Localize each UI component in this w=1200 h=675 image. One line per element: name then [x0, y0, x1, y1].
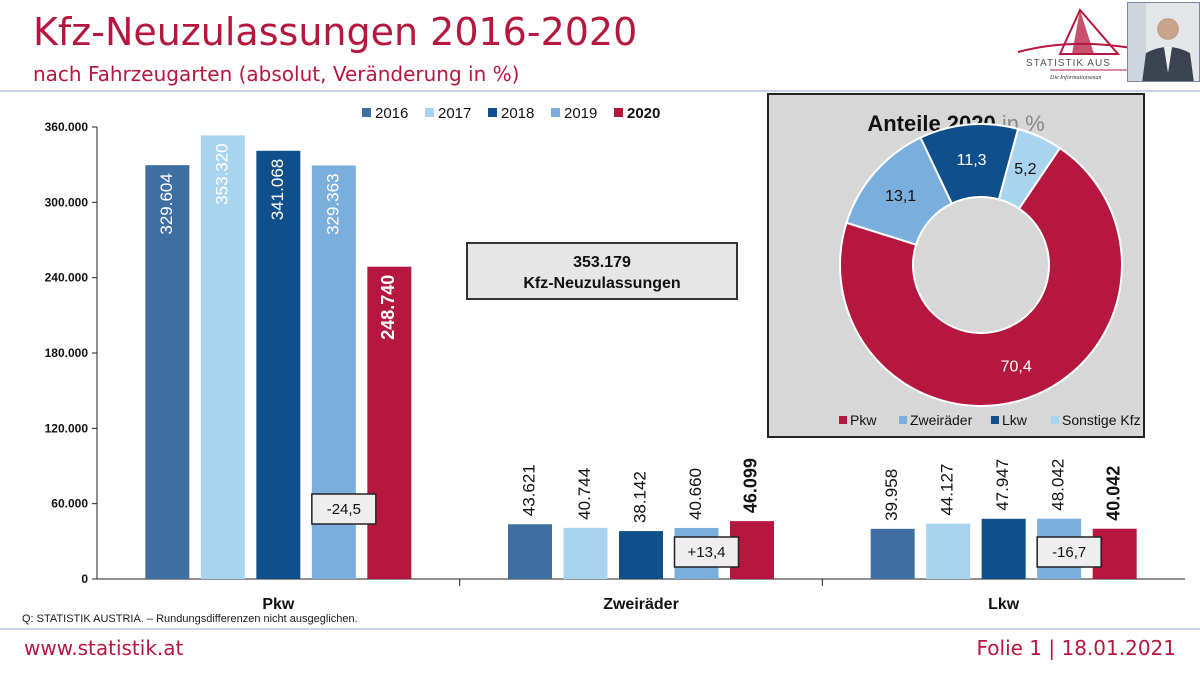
y-tick-label: 0	[81, 572, 88, 586]
legend-swatch	[362, 108, 371, 117]
donut-legend-label: Lkw	[1002, 412, 1028, 428]
bar-value-label: 38.142	[630, 471, 649, 523]
bar	[367, 266, 412, 579]
donut-legend-swatch	[1051, 416, 1059, 424]
total-label: Kfz-Neuzulassungen	[523, 275, 681, 292]
bar-value-label: 341.068	[268, 159, 287, 220]
bar-value-label: 48.042	[1049, 459, 1068, 511]
bar-value-label: 353.320	[212, 143, 231, 204]
category-label: Pkw	[262, 596, 295, 613]
bar	[256, 150, 301, 579]
total-value: 353.179	[573, 254, 631, 271]
bar-value-label: 329.363	[323, 173, 342, 234]
donut-legend-swatch	[899, 416, 907, 424]
donut-legend-label: Sonstige Kfz	[1062, 412, 1141, 428]
footer-url[interactable]: www.statistik.at	[24, 636, 184, 660]
legend-label: 2018	[501, 105, 534, 122]
donut-legend-label: Pkw	[850, 412, 877, 428]
bar-value-label: 44.127	[938, 464, 957, 516]
presenter-video-thumbnail	[1127, 2, 1200, 82]
donut-slice-label: 11,3	[957, 152, 987, 169]
bar	[870, 528, 915, 579]
y-tick-label: 300.000	[45, 195, 89, 209]
header-divider	[0, 90, 1200, 92]
bar-value-label: 39.958	[882, 469, 901, 521]
category-label: Zweiräder	[603, 596, 679, 613]
source-note: Q: STATISTIK AUSTRIA. – Rundungsdifferen…	[22, 613, 358, 625]
donut-slice-label: 5,2	[1014, 161, 1036, 178]
legend-label: 2017	[438, 105, 471, 122]
legend-label: 2016	[375, 105, 408, 122]
statistik-austria-logo: STATISTIK AUS Die Informationsman	[1017, 8, 1132, 81]
bar-value-label: 43.621	[519, 464, 538, 516]
bar	[145, 165, 190, 579]
legend-swatch	[614, 108, 623, 117]
legend-swatch	[551, 108, 560, 117]
logo-text: STATISTIK AUS	[1026, 58, 1111, 69]
slide-folio: Folie 1 | 18.01.2021	[976, 636, 1177, 660]
y-tick-label: 60.000	[51, 497, 88, 511]
bar	[981, 518, 1026, 579]
total-registrations-box: 353.179 Kfz-Neuzulassungen	[466, 242, 738, 300]
bar-value-label: 40.660	[686, 468, 705, 520]
donut-slice	[839, 146, 1123, 407]
change-label: -16,7	[1052, 544, 1086, 561]
category-label: Lkw	[988, 596, 1020, 613]
donut-slice	[997, 127, 1062, 211]
logo-tagline: Die Informationsman	[1049, 74, 1102, 81]
footer-divider	[0, 628, 1200, 630]
y-tick-label: 240.000	[45, 271, 89, 285]
donut-slice-label: 13,1	[885, 188, 916, 205]
change-label: -24,5	[327, 501, 361, 518]
change-label: +13,4	[688, 544, 726, 561]
legend-swatch	[488, 108, 497, 117]
donut-legend-swatch	[839, 416, 847, 424]
change-box	[673, 536, 740, 568]
change-box	[1036, 536, 1102, 568]
donut-slice-label: 70,4	[1001, 359, 1032, 376]
bar	[508, 524, 552, 579]
bar	[200, 135, 245, 579]
bar-value-label: 40.744	[575, 468, 594, 520]
slide-subtitle: nach Fahrzeugarten (absolut, Veränderung…	[33, 62, 520, 86]
bar-value-label: 46.099	[741, 458, 761, 513]
bar	[926, 523, 971, 579]
bar-value-label: 248.740	[378, 275, 398, 340]
legend-swatch	[425, 108, 434, 117]
bar	[563, 527, 608, 579]
bar-value-label: 40.042	[1103, 466, 1123, 521]
bar	[619, 531, 663, 579]
change-box	[311, 493, 377, 525]
slide-title: Kfz-Neuzulassungen 2016-2020	[33, 10, 638, 54]
y-tick-label: 120.000	[45, 421, 89, 435]
legend-label: 2019	[564, 105, 597, 122]
presenter-figure	[1128, 3, 1199, 81]
donut-legend-swatch	[991, 416, 999, 424]
bar-value-label: 329.604	[157, 173, 176, 234]
y-tick-label: 180.000	[45, 346, 89, 360]
y-tick-label: 360.000	[45, 120, 89, 134]
bar-value-label: 47.947	[993, 459, 1012, 511]
donut-legend-label: Zweiräder	[910, 412, 973, 428]
donut-chart-panel: Anteile 2020 in % 70,4 13,1 11,3 5,2 Pkw Zweir…	[767, 93, 1145, 438]
legend-label: 2020	[627, 105, 660, 122]
